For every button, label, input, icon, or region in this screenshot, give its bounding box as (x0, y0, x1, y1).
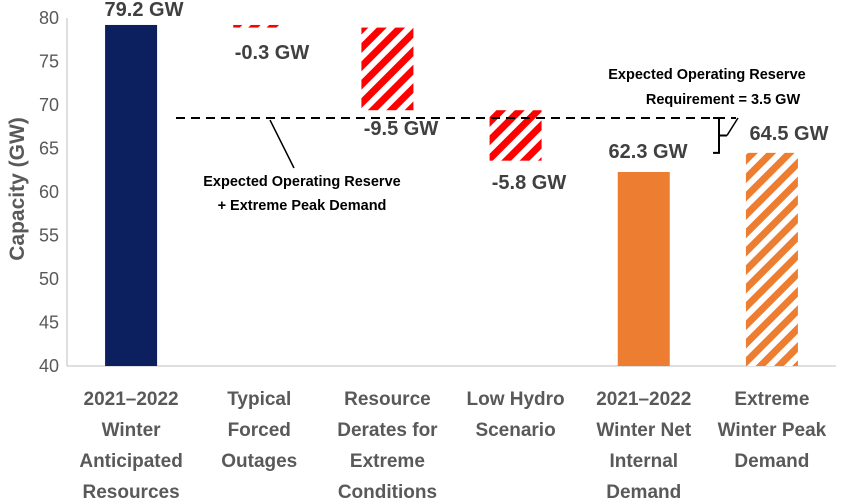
category-label: Extreme (734, 389, 809, 410)
data-label-2: -0.3 GW (235, 42, 310, 64)
data-label-1: 79.2 GW (105, 0, 184, 21)
annotation-reserve-line-text: Expected Operating Reserve (203, 174, 400, 190)
category-label: Conditions (338, 482, 437, 500)
y-tick-label: 40 (39, 356, 59, 376)
data-label-5: 62.3 GW (609, 141, 688, 163)
requirement-leader-line (726, 117, 739, 136)
annotation-reserve-requirement-text: Expected Operating Reserve (608, 67, 805, 83)
data-label-6: 64.5 GW (750, 123, 829, 145)
annotation-reserve-requirement: Expected Operating Reserve Requirement = … (608, 67, 806, 154)
annotation-reserve-line-text: + Extreme Peak Demand (218, 198, 387, 214)
category-labels: 2021–2022 Winter Anticipated Resources Typic… (79, 389, 826, 500)
category-label: Demand (606, 482, 681, 500)
bar-2 (233, 24, 286, 28)
category-label: Demand (734, 451, 809, 472)
category-label: Typical (227, 389, 291, 410)
category-label: Low Hydro (466, 389, 564, 410)
y-tick-label: 75 (39, 52, 59, 72)
y-axis-title: Capacity (GW) (6, 117, 29, 261)
category-label: Anticipated (79, 451, 182, 472)
y-tick-label: 55 (39, 226, 59, 246)
data-label-3: -9.5 GW (364, 118, 439, 140)
axes: 40 45 50 55 60 65 70 75 80 (39, 8, 836, 376)
category-label: Outages (221, 451, 297, 472)
y-tick-label: 65 (39, 139, 59, 159)
y-tick-label: 80 (39, 8, 59, 28)
annotation-leader-line (269, 119, 295, 169)
category-label: Winter Peak (718, 420, 827, 441)
bar-5 (617, 171, 670, 366)
bar-1 (105, 24, 158, 367)
bar-3 (361, 27, 414, 111)
annotation-reserve-line: Expected Operating Reserve + Extreme Peak… (203, 119, 401, 214)
category-label: Forced (228, 420, 291, 441)
category-label: 2021–2022 (596, 389, 691, 410)
y-tick-label: 50 (39, 269, 59, 289)
data-labels: 79.2 GW -0.3 GW -9.5 GW -5.8 GW 62.3 GW 64.5 … (105, 0, 829, 194)
y-tick-label: 45 (39, 313, 59, 333)
category-label: Derates for (337, 420, 438, 441)
category-label: Extreme (350, 451, 425, 472)
category-label: Resource (344, 389, 431, 410)
data-label-4: -5.8 GW (492, 172, 567, 194)
category-label: 2021–2022 (84, 389, 179, 410)
bar-6 (745, 152, 798, 366)
annotation-reserve-requirement-text: Requirement = 3.5 GW (646, 92, 801, 108)
y-tick-label: 60 (39, 182, 59, 202)
bars (105, 24, 798, 367)
requirement-bracket (713, 117, 727, 154)
category-label: Internal (609, 451, 678, 472)
category-label: Resources (82, 482, 179, 500)
y-tick-label: 70 (39, 95, 59, 115)
category-label: Winter Net (596, 420, 692, 441)
category-label: Winter (102, 420, 162, 441)
category-label: Scenario (475, 420, 555, 441)
